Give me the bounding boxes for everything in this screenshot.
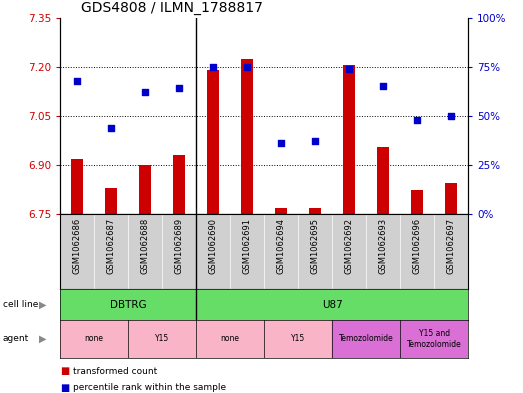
Bar bbox=[411, 189, 423, 214]
Text: GSM1062687: GSM1062687 bbox=[107, 218, 116, 274]
Bar bbox=[264, 320, 332, 358]
Text: GSM1062692: GSM1062692 bbox=[345, 218, 354, 274]
Text: Y15 and
Temozolomide: Y15 and Temozolomide bbox=[407, 329, 461, 349]
Bar bbox=[343, 65, 355, 214]
Bar bbox=[241, 59, 253, 214]
Bar bbox=[207, 70, 219, 214]
Text: none: none bbox=[85, 334, 104, 343]
Text: DBTRG: DBTRG bbox=[110, 299, 146, 310]
Bar bbox=[309, 208, 321, 214]
Point bbox=[447, 113, 456, 119]
Point bbox=[141, 89, 150, 95]
Bar bbox=[445, 183, 457, 214]
Text: none: none bbox=[221, 334, 240, 343]
Bar bbox=[71, 158, 83, 214]
Point bbox=[277, 140, 286, 147]
Text: ▶: ▶ bbox=[39, 334, 47, 344]
Text: cell line: cell line bbox=[3, 300, 38, 309]
Text: U87: U87 bbox=[322, 299, 343, 310]
Bar bbox=[332, 320, 400, 358]
Bar bbox=[275, 208, 287, 214]
Text: GSM1062695: GSM1062695 bbox=[311, 218, 320, 274]
Text: GSM1062690: GSM1062690 bbox=[209, 218, 218, 274]
Bar bbox=[60, 320, 128, 358]
Text: GSM1062689: GSM1062689 bbox=[175, 218, 184, 274]
Text: GSM1062696: GSM1062696 bbox=[413, 218, 422, 274]
Bar bbox=[173, 155, 185, 214]
Text: ■: ■ bbox=[60, 383, 70, 393]
Text: GSM1062697: GSM1062697 bbox=[447, 218, 456, 274]
Bar bbox=[139, 165, 151, 214]
Text: GDS4808 / ILMN_1788817: GDS4808 / ILMN_1788817 bbox=[81, 1, 263, 15]
Text: GSM1062693: GSM1062693 bbox=[379, 218, 388, 274]
Point bbox=[243, 64, 252, 70]
Point bbox=[311, 138, 320, 145]
Text: Temozolomide: Temozolomide bbox=[339, 334, 393, 343]
Bar bbox=[400, 320, 468, 358]
Text: ■: ■ bbox=[60, 366, 70, 376]
Text: GSM1062694: GSM1062694 bbox=[277, 218, 286, 274]
Text: agent: agent bbox=[3, 334, 29, 343]
Point bbox=[73, 77, 82, 84]
Text: GSM1062686: GSM1062686 bbox=[73, 218, 82, 274]
Text: GSM1062691: GSM1062691 bbox=[243, 218, 252, 274]
Bar bbox=[196, 320, 264, 358]
Bar bbox=[105, 188, 117, 214]
Point bbox=[379, 83, 388, 90]
Text: ▶: ▶ bbox=[39, 299, 47, 310]
Text: GSM1062688: GSM1062688 bbox=[141, 218, 150, 274]
Text: Y15: Y15 bbox=[291, 334, 305, 343]
Point bbox=[413, 117, 422, 123]
Text: percentile rank within the sample: percentile rank within the sample bbox=[73, 384, 226, 392]
Point bbox=[345, 66, 354, 72]
Bar bbox=[377, 147, 389, 214]
Point bbox=[175, 85, 184, 92]
Text: Y15: Y15 bbox=[155, 334, 169, 343]
Text: transformed count: transformed count bbox=[73, 367, 157, 376]
Bar bbox=[128, 320, 196, 358]
Point bbox=[209, 64, 218, 70]
Point bbox=[107, 125, 116, 131]
